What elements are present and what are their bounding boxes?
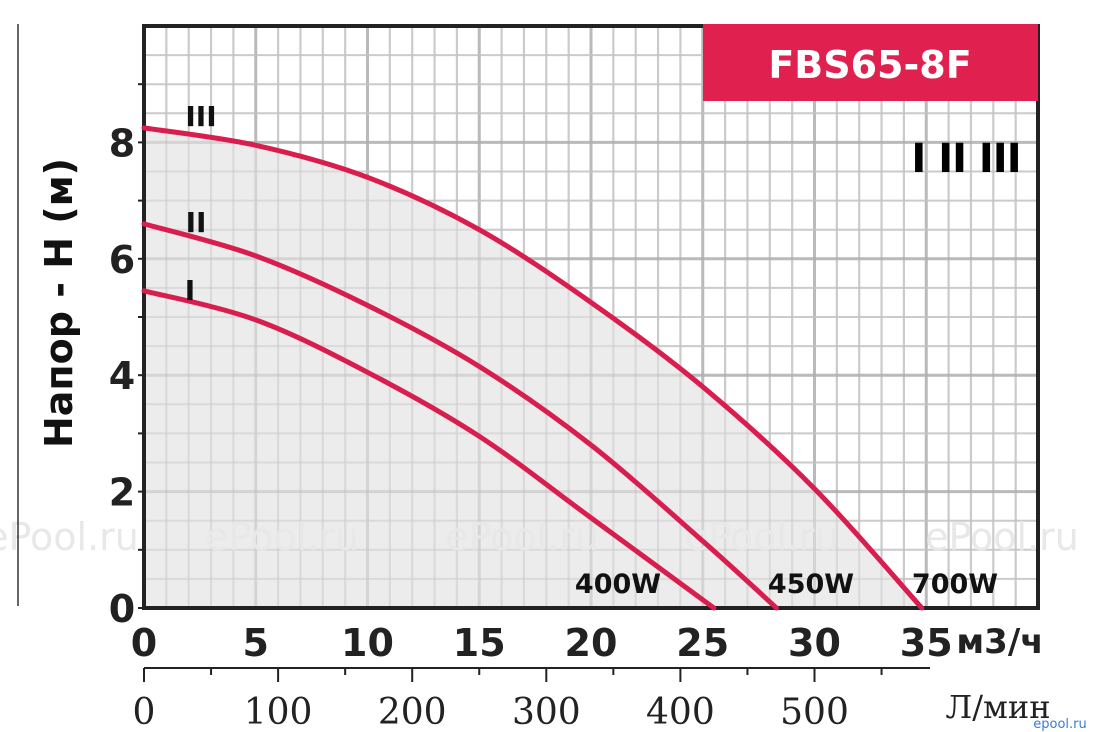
watermarks: ePool.ru ePool.ru ePool.ru ePool.ru ePool.ru (0, 515, 1079, 559)
watermark-text: ePool.ru (205, 515, 359, 559)
x-tick-label: 35 (900, 621, 953, 665)
y-tick-label: 4 (109, 354, 135, 398)
y-tick-label: 2 (109, 471, 135, 515)
x2-tick-label: 500 (780, 692, 849, 732)
power-labels: 400W 450W 700W (575, 569, 998, 600)
legend: I II III (911, 136, 1021, 182)
curve-label-III: III (185, 100, 216, 133)
watermark-text: ePool.ru (0, 515, 139, 559)
watermark-text: ePool.ru (685, 515, 839, 559)
x-axis-label-secondary: Л/мин (945, 688, 1050, 726)
x2-tick-label: 100 (244, 692, 313, 732)
legend-text: I II III (911, 136, 1020, 182)
power-label-III: 700W (912, 569, 998, 600)
power-label-I: 400W (575, 569, 661, 600)
curves (141, 125, 925, 611)
y-tick-label: 8 (109, 121, 135, 165)
y-axis-label: Напор - Н (м) (37, 158, 81, 448)
watermark-text: ePool.ru (925, 515, 1079, 559)
x-axis-ticks: 0 5 10 15 20 25 30 35 (131, 621, 953, 665)
title-box (703, 24, 1038, 101)
curve-III (141, 125, 925, 611)
power-label-II: 450W (768, 569, 854, 600)
curve-II (141, 221, 779, 611)
curve-label-II: II (186, 206, 207, 239)
x-tick-label: 20 (565, 621, 618, 665)
curve-label-I: I (185, 274, 195, 307)
curve-I (141, 288, 717, 611)
x2-axis-ticks: 0 100 200 300 400 500 (133, 668, 883, 732)
watermark-text: ePool.ru (445, 515, 599, 559)
x-axis-label-primary: м3/ч (956, 622, 1043, 662)
operating-area (144, 127, 922, 609)
x-tick-label: 25 (676, 621, 729, 665)
x2-tick-label: 300 (512, 692, 581, 732)
x-tick-label: 30 (788, 621, 841, 665)
chart-title: FBS65-8F (768, 43, 971, 87)
corner-logo: epool.ru (1033, 717, 1087, 732)
x-tick-label: 0 (131, 621, 157, 665)
x2-tick-label: 0 (133, 692, 156, 732)
y-axis-ticks: 0 2 4 6 8 (109, 83, 144, 631)
x-tick-label: 15 (453, 621, 506, 665)
grid-overlay (144, 26, 1038, 608)
x2-tick-label: 400 (646, 692, 715, 732)
x-tick-label: 5 (243, 621, 269, 665)
y-tick-label: 0 (109, 587, 135, 631)
x-tick-label: 10 (341, 621, 394, 665)
y-tick-label: 6 (109, 238, 135, 282)
x2-tick-label: 200 (378, 692, 447, 732)
